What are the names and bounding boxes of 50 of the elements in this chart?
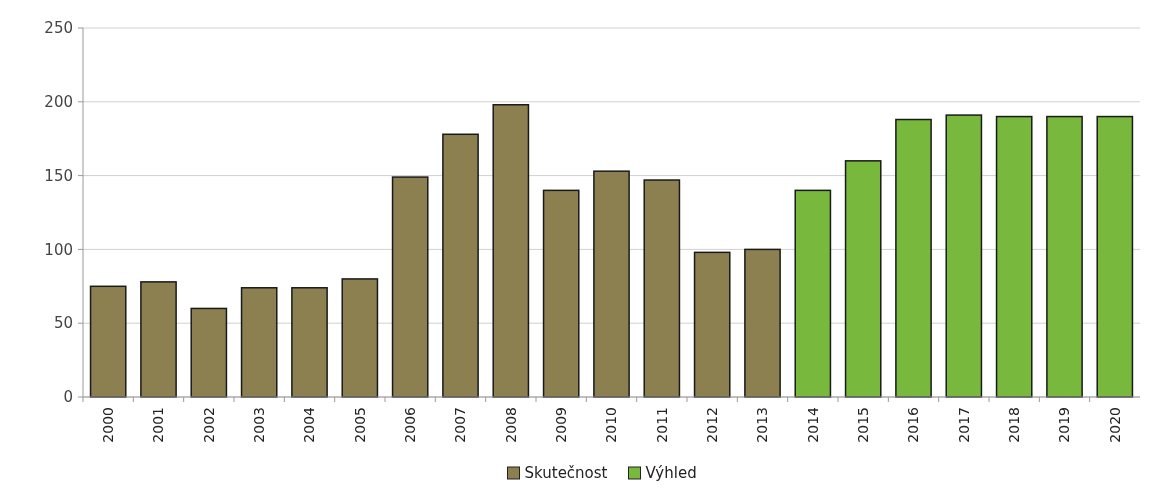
bar (240, 287, 278, 398)
y-tick-label: 150 (44, 166, 73, 185)
x-tick-label: 2015 (855, 407, 872, 443)
bar (895, 118, 932, 398)
x-tick-label: 2004 (301, 406, 318, 443)
x-tick-label: 2016 (905, 406, 922, 443)
x-tick-label: 2012 (704, 407, 721, 443)
x-tick-label: 2014 (804, 406, 821, 443)
bar (945, 114, 983, 398)
x-tick-label: 2008 (502, 407, 519, 443)
x-tick-label: 2005 (351, 407, 368, 443)
legend-label: Skutečnost (524, 464, 608, 483)
x-tick-label: 2001 (150, 407, 167, 443)
x-tick-label: 2002 (200, 407, 217, 443)
bar (693, 251, 731, 398)
bar (391, 176, 429, 398)
x-tick-label: 2020 (1106, 407, 1123, 443)
x-tick-label: 2006 (402, 406, 419, 443)
bar (291, 287, 328, 398)
x-tick-label: 2013 (754, 407, 771, 443)
bar (995, 115, 1033, 398)
x-tick-label: 2018 (1006, 407, 1023, 443)
bar (542, 189, 580, 398)
bar (1096, 115, 1134, 398)
x-tick-label: 2010 (603, 407, 620, 443)
bar (643, 179, 681, 398)
bar (844, 160, 882, 398)
bar (442, 133, 479, 398)
y-tick-label: 200 (44, 93, 73, 112)
y-tick-label: 100 (44, 240, 73, 259)
bar (89, 285, 127, 398)
x-tick-label: 2007 (452, 407, 469, 443)
y-tick-label: 250 (44, 19, 73, 38)
bar (341, 278, 379, 398)
bar (593, 170, 630, 398)
x-tick-label: 2011 (653, 407, 670, 443)
x-tick-label: 2019 (1056, 407, 1073, 443)
bar (794, 189, 832, 398)
bar (1046, 115, 1083, 398)
bar (492, 104, 530, 398)
x-tick-label: 2000 (100, 407, 117, 443)
y-tick-label: 0 (63, 388, 73, 407)
bar (140, 281, 177, 398)
y-tick-label: 50 (53, 314, 73, 333)
x-tick-label: 2017 (955, 407, 972, 443)
bar (190, 307, 228, 398)
legend-label: Výhled (645, 464, 697, 483)
bar (744, 248, 781, 398)
x-tick-label: 2009 (553, 407, 570, 443)
x-tick-label: 2003 (251, 407, 268, 443)
